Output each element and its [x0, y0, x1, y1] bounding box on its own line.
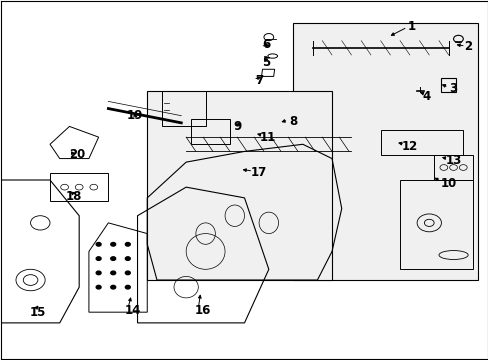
Text: 19: 19: [127, 109, 143, 122]
Text: 9: 9: [233, 120, 241, 133]
Text: 3: 3: [448, 82, 457, 95]
Circle shape: [125, 271, 130, 275]
Circle shape: [111, 285, 116, 289]
Text: 7: 7: [255, 74, 263, 87]
Circle shape: [96, 271, 101, 275]
Text: 16: 16: [195, 304, 211, 317]
Text: 6: 6: [262, 39, 270, 51]
Text: 8: 8: [288, 114, 297, 127]
Text: 4: 4: [422, 90, 430, 103]
Text: 18: 18: [66, 190, 82, 203]
Text: 17: 17: [250, 166, 266, 179]
Text: 10: 10: [440, 177, 456, 190]
Circle shape: [96, 243, 101, 246]
FancyBboxPatch shape: [147, 91, 331, 280]
Text: 13: 13: [445, 154, 461, 167]
Text: 5: 5: [262, 55, 270, 69]
Circle shape: [96, 257, 101, 260]
Text: 15: 15: [30, 306, 46, 319]
Circle shape: [125, 243, 130, 246]
Text: 11: 11: [259, 131, 275, 144]
Text: 2: 2: [463, 40, 471, 53]
Circle shape: [111, 257, 116, 260]
Circle shape: [111, 243, 116, 246]
Circle shape: [125, 285, 130, 289]
Circle shape: [111, 271, 116, 275]
Text: 20: 20: [68, 148, 85, 162]
Text: 14: 14: [124, 304, 141, 317]
Text: 1: 1: [407, 20, 415, 33]
Circle shape: [96, 285, 101, 289]
FancyBboxPatch shape: [292, 23, 477, 280]
Text: 12: 12: [401, 140, 417, 153]
Circle shape: [125, 257, 130, 260]
